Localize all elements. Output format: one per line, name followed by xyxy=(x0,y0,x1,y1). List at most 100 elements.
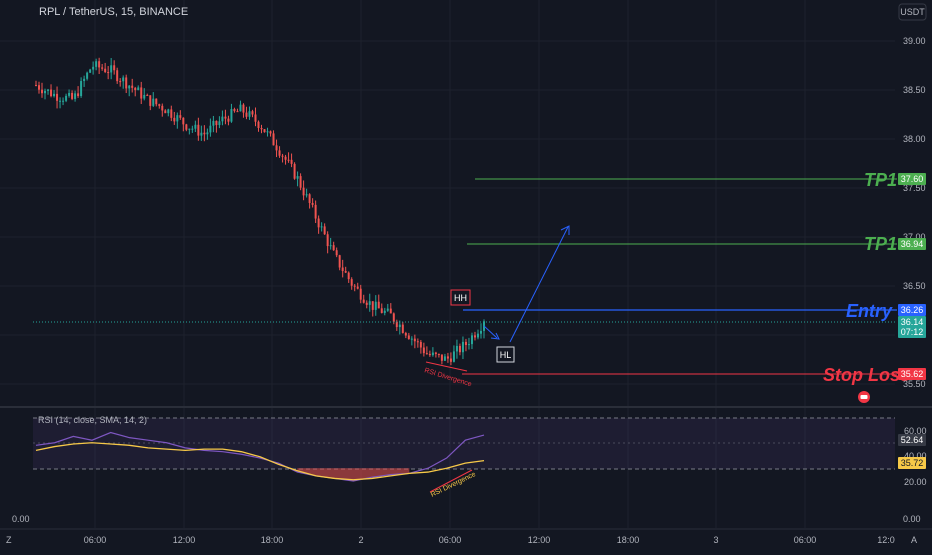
time-tick-label: 3 xyxy=(713,535,718,545)
candle-body xyxy=(41,89,44,94)
candle-body xyxy=(152,98,155,106)
candle-body xyxy=(407,335,410,340)
candle-body xyxy=(278,150,281,156)
candle-body xyxy=(185,124,188,130)
candle-body xyxy=(92,66,95,70)
candle-body xyxy=(398,324,401,328)
rsi-value-tag: 52.64 xyxy=(898,434,926,446)
candlestick-series xyxy=(35,57,485,366)
right-axis-value: 0.00 xyxy=(903,514,921,524)
rsi-axis[interactable]: 60.00 40.00 20.00 xyxy=(904,426,927,487)
candle-body xyxy=(215,120,218,126)
candle-body xyxy=(464,341,467,346)
candle-body xyxy=(47,89,50,91)
candle-body xyxy=(248,111,251,117)
candle-body xyxy=(131,85,134,88)
candle-body xyxy=(314,204,317,219)
candle-body xyxy=(179,115,182,118)
time-tick-label: 12:0 xyxy=(877,535,895,545)
rsi-tick-40: 40.00 xyxy=(904,451,927,461)
candle-body xyxy=(371,301,374,310)
rsi-divergence-line[interactable] xyxy=(429,469,473,493)
candle-body xyxy=(404,332,407,336)
svg-text:37.60: 37.60 xyxy=(901,174,924,184)
candle-body xyxy=(173,117,176,122)
candle-body xyxy=(188,128,191,130)
candle-body xyxy=(323,226,326,235)
candle-body xyxy=(461,341,464,353)
candle-body xyxy=(86,72,89,79)
candle-body xyxy=(359,288,362,300)
entry-tag: 36.26 xyxy=(898,304,926,316)
candle-body xyxy=(383,310,386,313)
current-price-tag: 36.14 07:12 xyxy=(898,316,926,338)
tp1-lower-tag: 36.94 xyxy=(898,238,926,250)
candle-body xyxy=(197,124,200,136)
candle-body xyxy=(470,335,473,345)
svg-text:52.64: 52.64 xyxy=(901,435,924,445)
price-grid xyxy=(0,40,895,385)
hl-label[interactable]: HL xyxy=(496,346,515,363)
vertical-grid xyxy=(94,0,806,528)
svg-text:USDT: USDT xyxy=(900,7,925,17)
time-tick-label: 18:00 xyxy=(261,535,284,545)
goto-start-button[interactable]: Z xyxy=(6,535,12,545)
candle-body xyxy=(356,286,359,289)
candle-body xyxy=(320,226,323,228)
candle-body xyxy=(191,128,194,130)
svg-text:36.94: 36.94 xyxy=(901,239,924,249)
candle-body xyxy=(350,279,353,286)
candle-body xyxy=(35,85,37,87)
candle-body xyxy=(374,301,377,310)
candle-body xyxy=(221,116,224,122)
candle-body xyxy=(122,77,125,82)
candle-body xyxy=(410,338,413,340)
price-tick-label: 39.00 xyxy=(903,36,926,46)
symbol-title[interactable]: RPL / TetherUS, 15, BINANCE xyxy=(39,6,188,18)
candle-body xyxy=(413,338,416,342)
auto-scale-button[interactable]: A xyxy=(911,535,917,545)
candle-body xyxy=(158,104,161,106)
candle-body xyxy=(74,93,77,99)
candle-body xyxy=(473,335,476,338)
svg-text:35.72: 35.72 xyxy=(901,458,924,468)
time-tick-label: 12:00 xyxy=(528,535,551,545)
rsi-sma-tag: 35.72 xyxy=(898,457,926,469)
time-axis[interactable]: 06:00 12:00 18:00 2 06:00 12:00 18:00 3 06:00 12:… xyxy=(84,535,895,545)
candle-body xyxy=(317,218,320,228)
price-divergence-line[interactable] xyxy=(425,361,468,372)
candle-body xyxy=(149,95,152,106)
candle-body xyxy=(305,194,308,196)
candle-body xyxy=(452,351,455,362)
candle-body xyxy=(365,302,368,305)
candle-body xyxy=(446,356,449,359)
candle-body xyxy=(65,95,68,101)
candle-body xyxy=(440,354,443,361)
candle-body xyxy=(206,132,209,135)
candle-body xyxy=(161,105,164,111)
candle-body xyxy=(422,347,425,354)
stop-loss-label: Stop Loss xyxy=(823,365,910,385)
left-axis-value: 0.00 xyxy=(12,514,30,524)
alert-icon[interactable] xyxy=(858,391,870,403)
candle-body xyxy=(392,313,395,322)
rsi-title[interactable]: RSI (14, close, SMA, 14, 2) xyxy=(38,415,147,425)
candle-body xyxy=(467,344,470,346)
candle-body xyxy=(251,111,254,115)
candle-body xyxy=(458,345,461,353)
rsi-tick-60: 60.00 xyxy=(904,426,927,436)
candle-body xyxy=(341,267,344,272)
projection-arrow[interactable] xyxy=(483,225,570,343)
time-tick-label: 18:00 xyxy=(617,535,640,545)
candle-body xyxy=(194,124,197,129)
hh-label[interactable]: HH xyxy=(450,289,471,306)
candle-body xyxy=(68,92,71,96)
candle-body xyxy=(38,85,41,90)
candle-body xyxy=(326,234,329,247)
candle-body xyxy=(56,93,59,101)
candle-body xyxy=(203,132,206,135)
candle-body xyxy=(224,116,227,119)
candle-body xyxy=(296,176,299,179)
currency-button[interactable]: USDT xyxy=(898,3,927,21)
